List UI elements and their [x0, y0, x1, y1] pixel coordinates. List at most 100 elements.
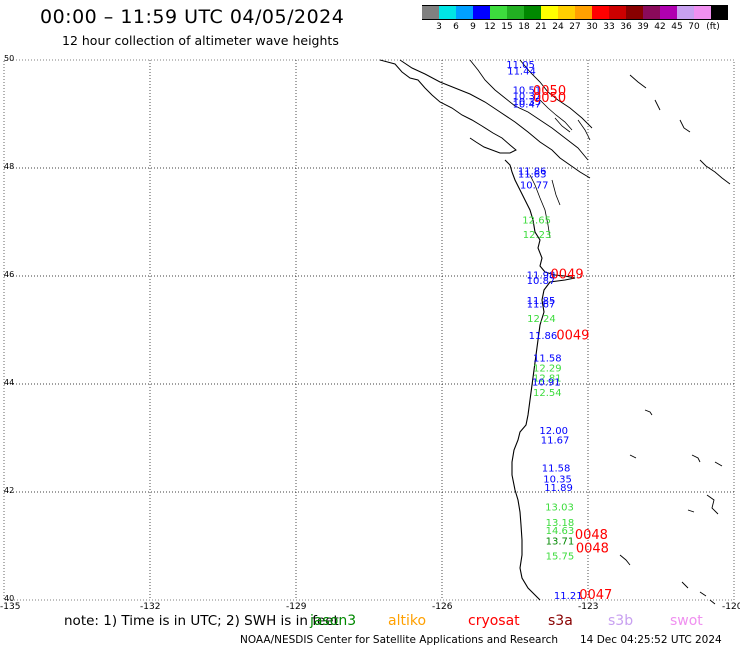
colorbar-tick-label: 70: [688, 22, 700, 32]
mission-legend-item: jason3: [310, 613, 357, 629]
wave-height-label: 11.86: [518, 166, 547, 177]
wave-height-label: 10.47: [513, 100, 542, 111]
mission-legend-item: cryosat: [468, 613, 520, 629]
mission-legend-item: s3b: [608, 613, 634, 629]
colorbar-tick-label: 21: [535, 22, 547, 32]
wave-height-label: 12.29: [533, 364, 562, 375]
colorbar-swatch: [677, 5, 694, 20]
colorbar-tick-label: 12: [484, 22, 496, 32]
latitude-tick-label: 50: [4, 54, 15, 63]
mission-legend-item: altiko: [388, 613, 427, 629]
pass-time-label: 0049: [556, 329, 589, 344]
colorbar-swatch: [711, 5, 728, 20]
colorbar-swatch: [626, 5, 643, 20]
wave-height-label: 15.75: [546, 552, 575, 563]
wave-height-label: 11.58: [542, 463, 571, 474]
wave-height-label: 11.58: [533, 353, 562, 364]
longitude-tick-label: -126: [432, 602, 453, 612]
wave-height-label: 11.21: [554, 591, 583, 602]
footer-generated-time: 14 Dec 04:25:52 UTC 2024: [580, 634, 722, 646]
colorbar-tick-label: 30: [586, 22, 598, 32]
longitude-tick-label: -132: [140, 602, 161, 612]
colorbar-tick-label: 15: [501, 22, 513, 32]
wave-height-label: 12.54: [533, 388, 562, 399]
wave-height-label: 12.65: [522, 216, 551, 227]
wave-height-label: 11.44: [507, 67, 536, 78]
pass-time-label: 0049: [551, 268, 584, 283]
wave-labels-layer: 11.0511.4410.5110.3710.3510.4711.8611.63…: [506, 60, 612, 603]
colorbar-swatch: [541, 5, 558, 20]
pass-time-label: 0050: [533, 91, 566, 106]
wave-height-label: 10.87: [527, 276, 556, 287]
wave-height-label: 13.71: [546, 536, 575, 547]
wave-height-label: 11.85: [527, 296, 556, 307]
wave-height-label: 11.86: [529, 331, 558, 342]
page-title: 00:00 – 11:59 UTC 04/05/2024: [40, 6, 345, 28]
pass-time-label: 0050: [533, 84, 566, 99]
colorbar-tick-label: 39: [637, 22, 649, 32]
colorbar-swatch: [694, 5, 711, 20]
coastline: [379, 59, 731, 605]
wave-height-label: 10.37: [513, 91, 542, 102]
wave-height-label: 10.91: [532, 378, 561, 389]
colorbar-swatch: [524, 5, 541, 20]
wave-height-label: 13.18: [546, 518, 575, 529]
colorbar-tick-label: 36: [620, 22, 632, 32]
latitude-tick-label: 48: [4, 162, 15, 171]
colorbar-swatch: [558, 5, 575, 20]
wave-height-label: 11.67: [527, 299, 556, 310]
wave-height-label: 11.05: [506, 60, 535, 71]
wave-height-label: 12.23: [523, 230, 552, 241]
colorbar-swatch: [422, 5, 439, 20]
map-grid: [3, 59, 735, 601]
colorbar-tick-label: 9: [470, 22, 476, 32]
colorbar-swatch: [643, 5, 660, 20]
wave-height-label: 14.63: [546, 526, 575, 537]
longitude-tick-label: -120: [722, 602, 740, 612]
page-subtitle: 12 hour collection of altimeter wave hei…: [62, 33, 339, 48]
colorbar-tick-label: 6: [453, 22, 459, 32]
wave-height-label: 10.35: [543, 474, 572, 485]
latitude-tick-label: 40: [4, 594, 15, 603]
footer-note: note: 1) Time is in UTC; 2) SWH is in fe…: [64, 613, 339, 629]
colorbar-swatch: [473, 5, 490, 20]
colorbar-tick-label: 33: [603, 22, 615, 32]
colorbar-swatch: [439, 5, 456, 20]
colorbar-tick-label: 3: [436, 22, 442, 32]
colorbar-swatch: [456, 5, 473, 20]
colorbar-tick-label: 18: [518, 22, 530, 32]
wave-height-label: 13.03: [545, 502, 574, 513]
mission-legend-item: s3a: [548, 613, 573, 629]
wave-height-label: 12.81: [533, 373, 562, 384]
wave-height-label: 10.51: [513, 85, 542, 96]
longitude-tick-label: -123: [578, 602, 599, 612]
colorbar-swatch: [660, 5, 677, 20]
wave-height-label: 11.63: [518, 170, 547, 181]
wave-height-label: 12.24: [527, 314, 556, 325]
colorbar-tick-label: 24: [552, 22, 564, 32]
wave-height-label: 11.98: [527, 271, 556, 282]
colorbar-tick-label: (ft): [706, 22, 720, 32]
wave-height-label: 11.89: [544, 483, 573, 494]
colorbar-swatch: [490, 5, 507, 20]
latitude-tick-label: 46: [4, 270, 15, 279]
colorbar-tick-label: 42: [654, 22, 666, 32]
wave-height-label: 10.77: [520, 181, 549, 192]
longitude-tick-label: -129: [286, 602, 307, 612]
colorbar-tick-label: 45: [671, 22, 683, 32]
wave-height-label: 11.67: [541, 435, 570, 446]
wave-height-label: 10.35: [513, 97, 542, 108]
mission-legend-item: swot: [670, 613, 703, 629]
map-frame: [3, 59, 735, 601]
colorbar-swatch: [575, 5, 592, 20]
footer-credit: NOAA/NESDIS Center for Satellite Applica…: [240, 634, 558, 646]
pass-time-label: 0047: [579, 588, 612, 603]
colorbar-swatch: [507, 5, 524, 20]
wave-height-label: 12.00: [539, 426, 568, 437]
latitude-tick-label: 42: [4, 486, 15, 495]
pass-time-label: 0048: [575, 528, 608, 543]
colorbar-tick-label: 27: [569, 22, 581, 32]
pass-time-label: 0048: [576, 541, 609, 556]
colorbar-swatch: [592, 5, 609, 20]
